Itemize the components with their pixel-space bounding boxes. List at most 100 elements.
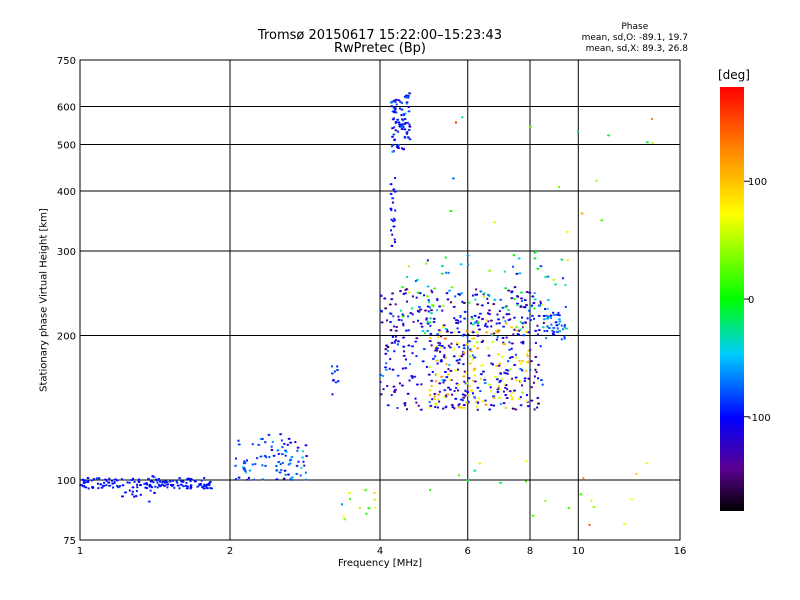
data-point-mark [548, 316, 552, 318]
data-point [397, 145, 400, 148]
data-point-mark [477, 329, 481, 331]
data-point-mark [389, 321, 393, 323]
data-point-mark [485, 331, 489, 333]
data-point [474, 298, 477, 301]
data-point-mark [523, 299, 527, 301]
data-point [280, 468, 283, 471]
data-point-mark [205, 484, 209, 486]
data-point [491, 332, 494, 335]
data-point-mark [517, 258, 521, 260]
data-point-mark [287, 474, 291, 476]
data-point [397, 315, 400, 318]
data-point [393, 390, 396, 393]
data-point-mark [428, 340, 432, 342]
data-point-mark [335, 369, 339, 371]
data-point [397, 130, 400, 133]
data-point-mark [394, 121, 398, 123]
data-point [456, 327, 459, 330]
data-point-mark [390, 298, 394, 300]
data-point-mark [449, 370, 453, 372]
data-point-mark [100, 487, 104, 489]
data-point-mark [504, 287, 508, 289]
data-point [358, 507, 361, 510]
data-point [304, 471, 307, 474]
data-point-mark [460, 292, 464, 294]
data-point-mark [558, 320, 562, 322]
data-point [427, 301, 430, 304]
data-point [237, 439, 240, 442]
data-point-mark [409, 312, 413, 314]
data-point [447, 271, 450, 274]
data-point-mark [284, 450, 288, 452]
data-point-mark [160, 484, 164, 486]
data-point [178, 487, 181, 490]
data-point-mark [473, 315, 477, 317]
data-point-mark [181, 481, 185, 483]
data-point [532, 381, 535, 384]
data-point [425, 317, 428, 320]
data-point [406, 408, 409, 411]
data-point-mark [579, 493, 583, 495]
data-point-mark [445, 292, 449, 294]
data-point-mark [528, 306, 532, 308]
data-point [564, 284, 567, 287]
data-point [436, 362, 439, 365]
data-point-mark [510, 342, 514, 344]
data-point [166, 486, 169, 489]
data-point-mark [465, 343, 469, 345]
data-point-mark [391, 151, 395, 153]
phase-stats: Phase mean, sd,O: -89.1, 19.7 mean, sd,X… [582, 22, 688, 55]
data-point [234, 457, 237, 460]
data-point [486, 312, 489, 315]
phase-heading: Phase [621, 22, 649, 32]
data-point-mark [202, 487, 206, 489]
data-point [103, 481, 106, 484]
data-point-mark [237, 443, 241, 445]
data-point-mark [461, 394, 465, 396]
data-point-mark [113, 478, 117, 480]
data-point-mark [402, 355, 406, 357]
data-point [429, 337, 432, 340]
data-point [437, 398, 440, 401]
data-point-mark [449, 210, 453, 212]
data-point [271, 441, 274, 444]
data-point-mark [523, 306, 527, 308]
data-point-mark [435, 347, 439, 349]
data-point [393, 139, 396, 142]
data-point-mark [448, 389, 452, 391]
data-point [436, 299, 439, 302]
data-point-mark [131, 486, 135, 488]
data-point [411, 307, 414, 310]
data-point-mark [392, 225, 396, 227]
data-point [408, 363, 411, 366]
data-point [556, 327, 559, 330]
data-point-mark [402, 337, 406, 339]
data-point-mark [275, 478, 279, 480]
data-point [82, 485, 85, 488]
data-point-mark [176, 485, 180, 487]
data-point-mark [444, 328, 448, 330]
data-point-mark [471, 331, 475, 333]
data-point-mark [91, 487, 95, 489]
data-point [395, 325, 398, 328]
data-point [403, 350, 406, 353]
data-point-mark [397, 319, 401, 321]
data-point [464, 382, 467, 385]
data-point [185, 481, 188, 484]
data-point [521, 369, 524, 372]
data-point [463, 380, 466, 383]
data-point [536, 333, 539, 336]
data-point [289, 477, 292, 480]
data-point-mark [301, 456, 305, 458]
y-tick-label: 600 [57, 103, 76, 114]
data-point [545, 337, 548, 340]
data-point [390, 105, 393, 108]
data-point-mark [440, 376, 444, 378]
data-point [83, 481, 86, 484]
data-point-mark [401, 123, 405, 125]
data-point-mark [362, 489, 366, 491]
data-point [397, 143, 400, 146]
data-point-mark [552, 279, 556, 281]
data-point [563, 324, 566, 327]
